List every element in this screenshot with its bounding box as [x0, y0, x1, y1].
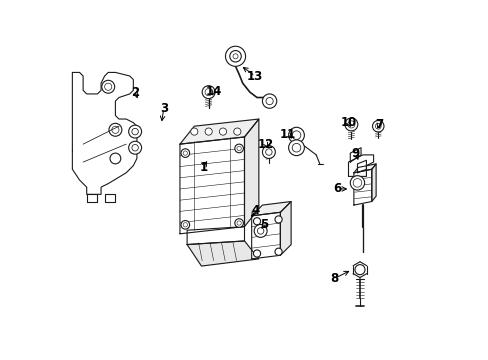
Text: 4: 4 — [251, 204, 259, 217]
Circle shape — [181, 149, 189, 157]
Text: 10: 10 — [340, 116, 356, 129]
Circle shape — [128, 125, 142, 138]
Circle shape — [128, 141, 142, 154]
Text: 3: 3 — [160, 102, 167, 115]
Polygon shape — [86, 194, 97, 202]
Text: 8: 8 — [329, 272, 338, 285]
Circle shape — [344, 118, 357, 131]
Polygon shape — [280, 202, 290, 255]
Text: 7: 7 — [374, 118, 382, 131]
Polygon shape — [180, 137, 244, 234]
Circle shape — [225, 46, 245, 66]
Text: 12: 12 — [257, 138, 274, 150]
Circle shape — [253, 250, 260, 257]
Polygon shape — [187, 241, 258, 266]
Polygon shape — [348, 155, 373, 176]
Text: 2: 2 — [131, 86, 139, 99]
Polygon shape — [357, 160, 366, 173]
Circle shape — [288, 140, 304, 156]
Circle shape — [354, 265, 364, 275]
Text: 6: 6 — [333, 183, 341, 195]
Text: 14: 14 — [205, 85, 222, 98]
Circle shape — [349, 176, 364, 190]
Polygon shape — [292, 135, 300, 148]
Polygon shape — [180, 119, 258, 144]
Polygon shape — [353, 169, 371, 205]
Polygon shape — [371, 164, 375, 202]
Polygon shape — [104, 194, 115, 202]
Circle shape — [288, 127, 304, 143]
Circle shape — [262, 145, 275, 158]
Circle shape — [254, 225, 266, 237]
Polygon shape — [72, 72, 137, 194]
Circle shape — [219, 128, 226, 135]
Circle shape — [274, 216, 282, 223]
Circle shape — [253, 218, 260, 225]
Circle shape — [274, 248, 282, 255]
Text: 9: 9 — [351, 147, 359, 159]
Circle shape — [233, 128, 241, 135]
Polygon shape — [353, 164, 375, 173]
Polygon shape — [349, 148, 360, 162]
Circle shape — [234, 144, 243, 153]
Polygon shape — [251, 212, 280, 259]
Polygon shape — [187, 226, 244, 244]
Circle shape — [372, 121, 383, 132]
Polygon shape — [251, 202, 290, 216]
Circle shape — [262, 94, 276, 108]
Circle shape — [234, 219, 243, 227]
Circle shape — [202, 86, 215, 99]
Circle shape — [190, 128, 198, 135]
Text: 11: 11 — [279, 127, 295, 141]
Circle shape — [181, 221, 189, 229]
Text: 1: 1 — [199, 161, 207, 174]
Text: 5: 5 — [260, 218, 268, 231]
Polygon shape — [244, 119, 258, 226]
Text: 13: 13 — [246, 69, 263, 82]
Circle shape — [204, 128, 212, 135]
